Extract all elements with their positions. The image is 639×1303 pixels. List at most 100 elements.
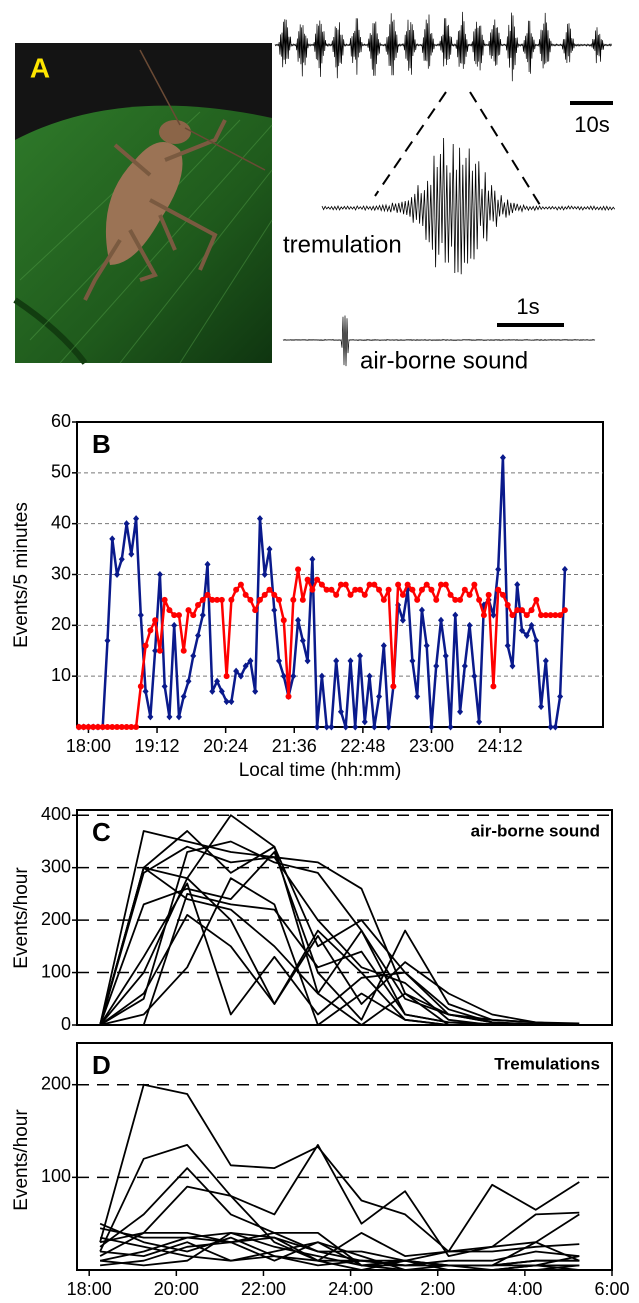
marker [204, 591, 211, 598]
marker [114, 571, 121, 578]
waveform-top [274, 11, 613, 82]
marker [137, 611, 144, 619]
marker [204, 560, 211, 568]
marker [352, 723, 359, 731]
marker [461, 586, 468, 593]
marker [199, 611, 206, 619]
marker [133, 724, 140, 730]
marker [509, 662, 516, 670]
marker [380, 596, 387, 603]
marker [490, 611, 497, 619]
y-tick-label: 400 [41, 804, 71, 824]
marker [552, 723, 559, 731]
y-tick-label: 100 [41, 961, 71, 981]
marker [214, 596, 221, 603]
marker [118, 724, 125, 730]
marker [366, 672, 373, 680]
marker [218, 687, 225, 695]
marker [476, 596, 483, 603]
marker [442, 652, 449, 660]
marker [266, 545, 273, 553]
marker [495, 586, 502, 593]
oscillograms: 10s tremulation 1s air-borne sound [274, 11, 616, 374]
chart-panel: 10 20 30 40 50 60 18:00 19:12 20:24 21:36 22:48 23:… [11, 411, 604, 781]
annotation: air-borne sound [471, 821, 600, 840]
marker [399, 591, 406, 598]
x-tick-label: 24:12 [478, 736, 523, 756]
panel-label: D [92, 1050, 111, 1080]
data-line [99, 914, 580, 1026]
marker [285, 693, 292, 700]
panel-label: C [92, 817, 111, 847]
x-tick-label: 23:00 [409, 736, 454, 756]
marker [166, 713, 173, 721]
insect [83, 49, 266, 301]
marker [366, 581, 373, 588]
scale-label: 1s [516, 294, 539, 319]
marker [318, 581, 325, 588]
airborne-label: air-borne sound [360, 347, 528, 374]
marker [209, 687, 216, 695]
data-line [99, 866, 580, 1026]
marker [242, 591, 249, 598]
plot-frame [76, 1042, 613, 1271]
marker [314, 576, 321, 583]
marker [128, 550, 135, 558]
leaf-edge [13, 297, 88, 365]
y-tick-label: 100 [41, 1166, 71, 1186]
marker [504, 602, 511, 608]
marker [533, 637, 540, 645]
marker [485, 591, 492, 598]
marker [514, 607, 521, 614]
x-tick-label: 19:12 [135, 736, 180, 756]
marker [519, 607, 526, 614]
marker [409, 586, 416, 593]
marker [519, 626, 526, 634]
marker [438, 581, 445, 588]
panel-label: B [92, 429, 111, 459]
marker [266, 586, 273, 593]
marker [252, 687, 259, 695]
marker [175, 713, 182, 721]
marker [223, 673, 230, 680]
marker [547, 612, 554, 619]
marker [109, 535, 116, 543]
marker [309, 555, 316, 563]
marker [223, 698, 230, 706]
y-tick-label: 20 [51, 614, 71, 634]
marker [247, 657, 254, 665]
marker [514, 581, 521, 589]
photo: A [13, 43, 273, 365]
marker [428, 723, 435, 731]
marker [333, 591, 340, 598]
marker [318, 672, 325, 680]
marker [328, 723, 335, 731]
marker [414, 693, 421, 700]
marker [261, 591, 268, 598]
marker [133, 515, 140, 523]
marker [376, 693, 383, 700]
marker [114, 724, 121, 730]
chart-panel: 100 200 18:00 20:00 22:00 24:00 2:00 4:00 6:00 D T… [11, 1042, 630, 1299]
marker [337, 581, 344, 588]
marker [199, 596, 206, 603]
chart-panel: 0 100 200 300 400 C air-borne sound Events/hour [11, 804, 613, 1034]
marker [85, 724, 92, 730]
marker [447, 723, 454, 731]
marker [147, 627, 154, 634]
marker [528, 621, 535, 629]
marker [271, 606, 278, 614]
data-line [99, 1167, 580, 1262]
y-tick-label: 0 [61, 1014, 71, 1034]
waveform-airborne [282, 315, 596, 367]
marker [466, 621, 473, 629]
marker [357, 586, 364, 593]
marker [304, 657, 311, 665]
marker [237, 672, 244, 680]
data-line [99, 1185, 580, 1262]
marker [361, 718, 368, 726]
marker [161, 682, 168, 690]
panel-label: A [30, 52, 50, 83]
marker [347, 591, 354, 598]
